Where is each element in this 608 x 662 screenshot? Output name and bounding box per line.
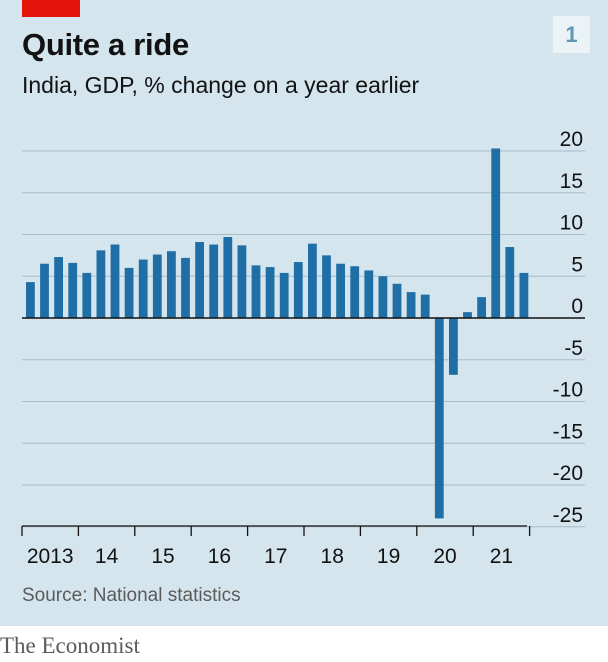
chart-subtitle: India, GDP, % change on a year earlier [22, 72, 420, 98]
x-tick-label: 19 [377, 545, 400, 568]
x-tick-label: 2013 [27, 545, 74, 568]
chart-title: Quite a ride [22, 27, 189, 62]
bar [336, 263, 345, 318]
x-tick-label: 21 [490, 545, 513, 568]
bar [138, 259, 148, 318]
chart-number: 1 [565, 22, 578, 47]
bar [293, 262, 303, 318]
bar [68, 262, 78, 318]
bar [279, 272, 289, 318]
bar [223, 237, 233, 318]
bar [505, 247, 515, 318]
bar [96, 250, 106, 318]
y-tick-label: 15 [560, 170, 583, 193]
bar [195, 242, 204, 318]
brand-wordmark: The Economist [0, 633, 140, 658]
y-tick-label: 0 [571, 295, 583, 318]
y-tick-label: -10 [553, 379, 583, 402]
bar [322, 255, 331, 318]
bar [82, 272, 92, 318]
bar [406, 292, 416, 318]
bar [110, 244, 120, 318]
y-tick-label: -15 [553, 420, 583, 443]
y-tick-label: -20 [553, 462, 583, 485]
bar [434, 318, 444, 519]
y-tick-label: -25 [553, 504, 583, 527]
x-tick-label: 18 [321, 545, 344, 568]
x-tick-label: 14 [95, 545, 119, 568]
chart-number-box [553, 16, 590, 53]
bar [26, 282, 35, 318]
x-tick-label: 20 [433, 545, 456, 568]
bar [265, 267, 275, 318]
x-tick-label: 16 [208, 545, 231, 568]
bar-chart: 20 15 10 5 0 -5 -10 -15 -20 -25 2013 14 15 16 17 18 19 20… [21, 128, 585, 568]
x-tick-label: 17 [264, 545, 287, 568]
y-tick-label: 20 [560, 128, 583, 151]
bar [251, 265, 261, 318]
bar [308, 243, 317, 318]
bar [491, 148, 501, 318]
source-note: Source: National statistics [22, 585, 241, 606]
bar [237, 245, 247, 318]
bar [40, 263, 49, 318]
bar [519, 272, 529, 318]
bar [167, 251, 176, 318]
y-tick-label: -5 [564, 337, 583, 360]
bar [350, 266, 360, 318]
bar [449, 318, 458, 375]
bar [181, 257, 190, 318]
brand-red-tag [22, 0, 80, 17]
bar [364, 270, 374, 318]
bar [152, 254, 162, 318]
bar [54, 257, 63, 318]
bar [463, 312, 472, 318]
bar [392, 283, 402, 318]
bar [209, 244, 219, 318]
bar [420, 294, 430, 318]
x-tick-label: 15 [151, 545, 174, 568]
bar [378, 276, 388, 318]
y-tick-label: 10 [560, 212, 583, 235]
bar [124, 267, 134, 318]
y-tick-label: 5 [571, 253, 583, 276]
bar [477, 297, 486, 318]
